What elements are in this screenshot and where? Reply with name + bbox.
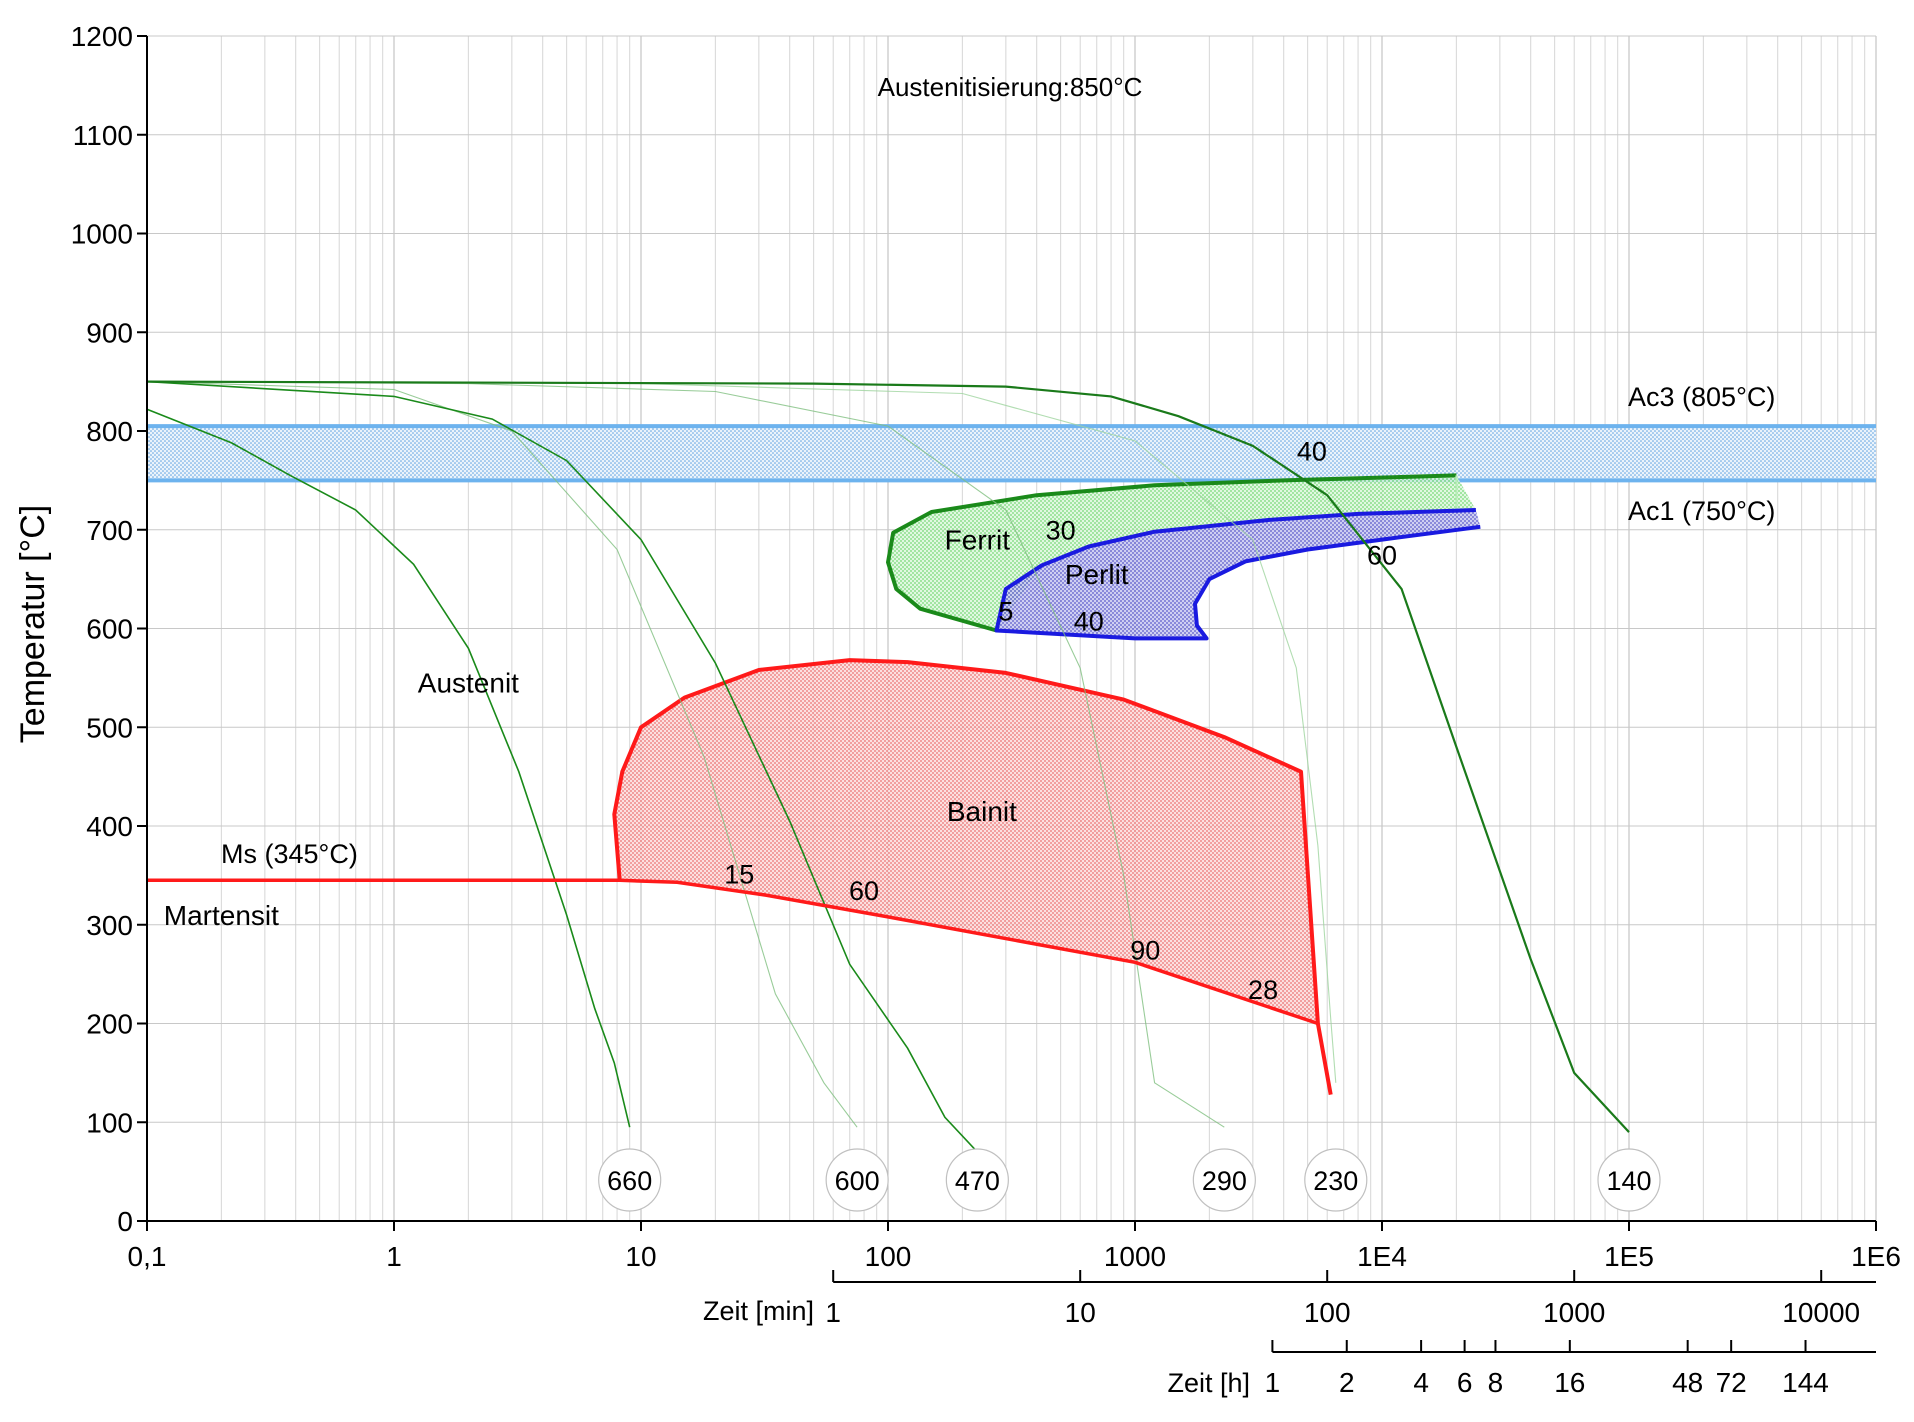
hardness-value: 660	[607, 1166, 652, 1196]
y-tick-label: 0	[117, 1206, 133, 1237]
secondary-tick-label: 10000	[1782, 1297, 1860, 1328]
ms-line-path	[147, 878, 1319, 1026]
ac3-label: Ac3 (805°C)	[1628, 382, 1775, 412]
y-tick-label: 1200	[71, 21, 133, 52]
hardness-circle	[1597, 1148, 1661, 1212]
zeit-h-label: Zeit [h]	[1167, 1368, 1250, 1398]
hardness-value: 140	[1606, 1166, 1651, 1196]
hardness-value: 290	[1202, 1166, 1247, 1196]
secondary-tick-label: 72	[1716, 1367, 1747, 1398]
x-tick-label: 1E5	[1604, 1241, 1654, 1272]
hardness-circle	[1192, 1148, 1256, 1212]
annotation-label: 90	[1130, 935, 1160, 965]
secondary-tick-label: 2	[1339, 1367, 1355, 1398]
secondary-tick-label: 1	[825, 1297, 841, 1328]
cooling-curve-290	[146, 381, 1225, 1128]
y-tick-label: 1100	[73, 120, 133, 151]
y-tick-label: 100	[86, 1107, 133, 1138]
ms-label: Ms (345°C)	[221, 839, 358, 869]
chart-title: Austenitisierung:850°C	[878, 72, 1143, 102]
y-tick-label: 900	[86, 317, 133, 348]
annotation-label: 15	[724, 859, 754, 889]
transformation-bands	[147, 424, 1876, 483]
secondary-tick-label: 144	[1782, 1367, 1829, 1398]
zeit-min-label: Zeit [min]	[703, 1296, 814, 1326]
x-tick-label: 1E4	[1357, 1241, 1407, 1272]
y-tick-label: 600	[86, 614, 133, 645]
annotations: Austenit Bainit Perlit Ferrit Martensit 40 60 3…	[164, 437, 1661, 1212]
annotation-label: 28	[1248, 975, 1278, 1005]
hardness-value: 230	[1313, 1166, 1358, 1196]
ac-band-fill	[147, 426, 1876, 481]
ms-line	[147, 878, 1319, 1026]
y-tick-label: 300	[86, 910, 133, 941]
hardness-value: 600	[835, 1166, 880, 1196]
bainit-region-fill	[614, 660, 1318, 1024]
perlit-region-boundary	[994, 508, 1481, 641]
secondary-tick-label: 6	[1457, 1367, 1473, 1398]
annotation-label: 60	[849, 876, 879, 906]
secondary-tick-label: 100	[1304, 1297, 1351, 1328]
cooling-curve-140	[146, 380, 1630, 1133]
x-tick-label: 0,1	[128, 1241, 167, 1272]
y-axis-title: Temperatur [°C]	[14, 505, 52, 743]
x-tick-label: 100	[865, 1241, 912, 1272]
phase-regions	[612, 473, 1481, 1095]
cooling-curve-470	[146, 380, 978, 1153]
cooling-curve-660	[146, 408, 631, 1128]
axes: 0100200300400500600700800900100011001200…	[71, 21, 1901, 1398]
annotation-label: Martensit	[164, 900, 279, 931]
annotation-label: Perlit	[1065, 559, 1129, 590]
annotation-label: 40	[1297, 437, 1327, 467]
annotation-label: Ferrit	[945, 525, 1011, 556]
cooling-curve-600	[146, 381, 858, 1128]
secondary-tick-label: 4	[1413, 1367, 1429, 1398]
ac1-label: Ac1 (750°C)	[1628, 496, 1775, 526]
y-tick-label: 500	[86, 712, 133, 743]
annotation-label: 30	[1046, 516, 1076, 546]
hardness-circle	[1304, 1148, 1368, 1212]
hardness-value: 470	[955, 1166, 1000, 1196]
secondary-tick-label: 10	[1065, 1297, 1096, 1328]
secondary-tick-label: 1000	[1543, 1297, 1605, 1328]
annotation-label: 5	[998, 597, 1013, 627]
plot-grid	[146, 35, 1877, 1222]
cooling-curve-230	[146, 381, 1337, 1083]
y-tick-label: 1000	[71, 219, 133, 250]
annotation-label: 40	[1074, 606, 1104, 636]
y-tick-label: 700	[86, 515, 133, 546]
secondary-tick-label: 8	[1488, 1367, 1504, 1398]
x-tick-label: 10	[625, 1241, 656, 1272]
x-tick-label: 1E6	[1851, 1241, 1901, 1272]
secondary-tick-label: 48	[1672, 1367, 1703, 1398]
x-tick-label: 1	[386, 1241, 402, 1272]
ferrit-region-boundary	[886, 473, 1457, 633]
secondary-tick-label: 16	[1554, 1367, 1585, 1398]
hardness-circle	[598, 1148, 662, 1212]
annotation-label: 60	[1367, 540, 1397, 570]
cooling-curves	[146, 380, 1630, 1153]
y-tick-label: 200	[86, 1009, 133, 1040]
secondary-tick-label: 1	[1265, 1367, 1281, 1398]
x-tick-label: 1000	[1104, 1241, 1166, 1272]
hardness-circle	[825, 1148, 889, 1212]
annotation-label: Austenit	[418, 668, 519, 699]
y-tick-label: 400	[86, 811, 133, 842]
bainit-region-boundary	[612, 658, 1333, 1095]
y-tick-label: 800	[86, 416, 133, 447]
hardness-circle	[945, 1148, 1009, 1212]
annotation-label: Bainit	[947, 796, 1017, 827]
